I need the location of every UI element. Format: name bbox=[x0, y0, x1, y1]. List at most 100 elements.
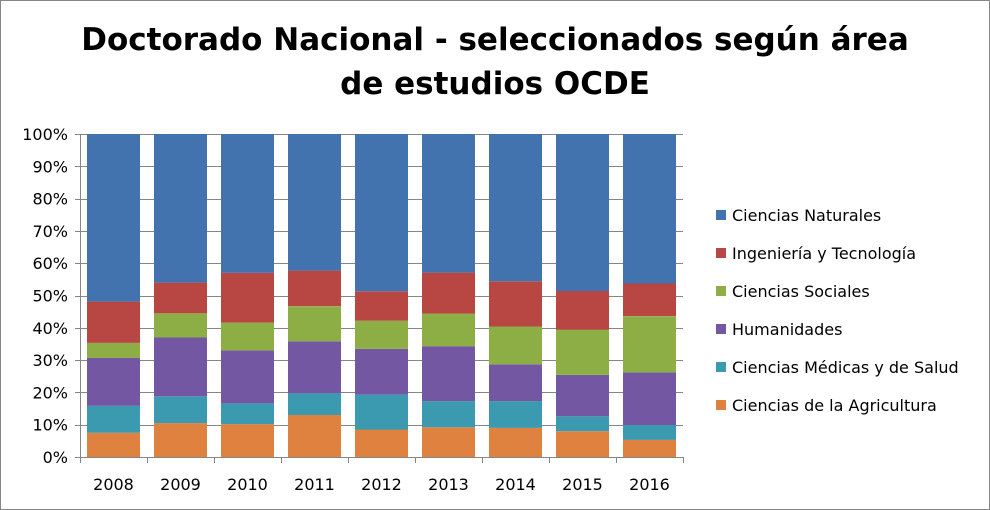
bar-segment bbox=[154, 134, 207, 283]
x-tick-label: 2016 bbox=[629, 475, 670, 494]
bar-segment bbox=[556, 375, 609, 417]
bar-segment bbox=[556, 329, 609, 375]
bar-segment bbox=[355, 134, 408, 292]
bar-segment bbox=[623, 425, 676, 440]
legend-item: Ciencias de la Agricultura bbox=[716, 396, 937, 415]
x-axis-tick-labels: 2008 2009 2010 2011 2012 2013 2014 2015 2016 bbox=[93, 475, 670, 494]
legend-swatch bbox=[716, 248, 726, 258]
legend-label: Ciencias de la Agricultura bbox=[732, 396, 937, 415]
bar-segment bbox=[221, 272, 274, 323]
bar-segment bbox=[221, 134, 274, 273]
bar-segment bbox=[556, 416, 609, 432]
y-axis-tick-labels: 0% 10% 20% 30% 40% 50% 60% 70% 80% 90% 100% bbox=[22, 125, 68, 467]
legend-swatch bbox=[716, 400, 726, 410]
bar-segment bbox=[221, 322, 274, 351]
bar-segment bbox=[87, 432, 140, 457]
bar-segment bbox=[489, 427, 542, 457]
bar-segment bbox=[87, 134, 140, 302]
y-tick-label: 70% bbox=[32, 222, 68, 241]
bar-segment bbox=[556, 291, 609, 330]
x-tick-label: 2009 bbox=[160, 475, 201, 494]
legend-swatch bbox=[716, 286, 726, 296]
y-tick-label: 30% bbox=[32, 351, 68, 370]
bar-segment bbox=[154, 423, 207, 457]
legend-item: Ciencias Sociales bbox=[716, 282, 870, 301]
x-tick-label: 2010 bbox=[227, 475, 268, 494]
bar-segment bbox=[623, 439, 676, 457]
bar-segment bbox=[288, 393, 341, 415]
bar-segment bbox=[288, 134, 341, 271]
bar-segment bbox=[154, 282, 207, 314]
bar-segment bbox=[422, 134, 475, 273]
legend-item: Ciencias Médicas y de Salud bbox=[716, 358, 959, 377]
bar-segment bbox=[288, 270, 341, 307]
bar-segment bbox=[154, 337, 207, 397]
legend-label: Ciencias Médicas y de Salud bbox=[732, 358, 959, 377]
bar-segment bbox=[221, 350, 274, 404]
y-tick-label: 10% bbox=[32, 416, 68, 435]
y-tick-label: 100% bbox=[22, 125, 68, 144]
x-tick-label: 2015 bbox=[562, 475, 603, 494]
bar-segment bbox=[355, 320, 408, 349]
bar-segment bbox=[623, 134, 676, 284]
legend-label: Humanidades bbox=[732, 320, 842, 339]
bar-segment bbox=[422, 272, 475, 314]
bar-segment bbox=[556, 134, 609, 291]
chart-title-line-2: de estudios OCDE bbox=[340, 66, 650, 102]
legend-swatch bbox=[716, 210, 726, 220]
bar-segment bbox=[556, 431, 609, 457]
bar-segment bbox=[422, 401, 475, 428]
bar-segment bbox=[422, 313, 475, 347]
y-tick-label: 50% bbox=[32, 287, 68, 306]
legend-item: Ciencias Naturales bbox=[716, 206, 881, 225]
bar-segment bbox=[489, 134, 542, 282]
axes bbox=[75, 134, 684, 463]
y-tick-label: 60% bbox=[32, 254, 68, 273]
y-tick-label: 20% bbox=[32, 383, 68, 402]
x-tick-label: 2008 bbox=[93, 475, 134, 494]
chart-title: Doctorado Nacional - seleccionados según… bbox=[0, 18, 990, 106]
x-tick-label: 2013 bbox=[428, 475, 469, 494]
bar-segment bbox=[623, 372, 676, 425]
y-tick-label: 0% bbox=[43, 448, 68, 467]
legend-item: Ingeniería y Tecnología bbox=[716, 244, 916, 263]
legend-label: Ciencias Sociales bbox=[732, 282, 870, 301]
legend-swatch bbox=[716, 362, 726, 372]
bar-segment bbox=[221, 424, 274, 457]
y-tick-label: 80% bbox=[32, 190, 68, 209]
legend: Ciencias Naturales Ingeniería y Tecnologí… bbox=[716, 206, 959, 415]
bar-segment bbox=[355, 291, 408, 321]
bars bbox=[87, 134, 676, 457]
chart-title-line-1: Doctorado Nacional - seleccionados según… bbox=[81, 22, 909, 58]
bar-segment bbox=[489, 281, 542, 327]
bar-segment bbox=[87, 357, 140, 406]
bar-segment bbox=[489, 364, 542, 402]
bar-segment bbox=[489, 326, 542, 365]
bar-segment bbox=[422, 346, 475, 402]
bar-segment bbox=[154, 396, 207, 424]
bar-segment bbox=[288, 341, 341, 394]
x-tick-label: 2011 bbox=[294, 475, 335, 494]
bar-segment bbox=[355, 429, 408, 457]
bar-segment bbox=[221, 403, 274, 425]
bar-segment bbox=[87, 343, 140, 358]
bar-segment bbox=[489, 401, 542, 428]
bar-segment bbox=[355, 348, 408, 395]
bar-segment bbox=[154, 313, 207, 338]
bar-segment bbox=[623, 283, 676, 317]
x-tick-label: 2012 bbox=[361, 475, 402, 494]
bar-segment bbox=[623, 316, 676, 373]
bar-segment bbox=[87, 301, 140, 343]
bar-segment bbox=[87, 406, 140, 433]
x-tick-label: 2014 bbox=[495, 475, 536, 494]
legend-item: Humanidades bbox=[716, 320, 842, 339]
legend-label: Ciencias Naturales bbox=[732, 206, 881, 225]
bar-segment bbox=[288, 415, 341, 457]
legend-label: Ingeniería y Tecnología bbox=[732, 244, 916, 263]
y-tick-label: 40% bbox=[32, 319, 68, 338]
legend-swatch bbox=[716, 324, 726, 334]
bar-segment bbox=[288, 306, 341, 342]
bar-segment bbox=[355, 394, 408, 430]
y-tick-label: 90% bbox=[32, 157, 68, 176]
